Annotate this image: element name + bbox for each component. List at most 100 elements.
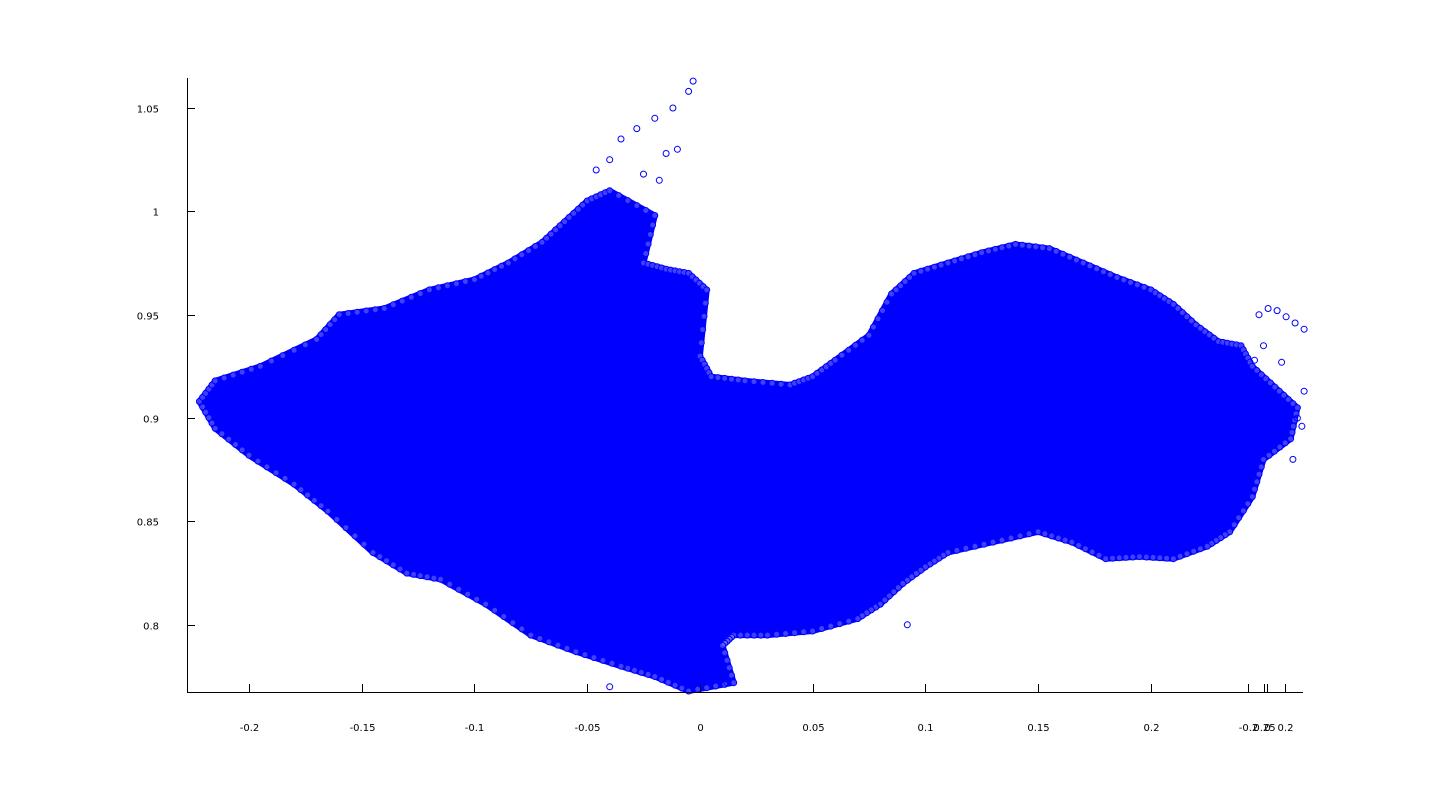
scatter-point: [644, 670, 652, 678]
scatter-point: [1203, 542, 1211, 550]
scatter-point: [1235, 514, 1243, 522]
scatter-point: [565, 214, 573, 221]
scatter-point: [1005, 242, 1013, 250]
scatter-point: [1178, 309, 1186, 317]
scatter-point: [924, 265, 932, 273]
scatter-point: [678, 684, 686, 692]
scatter-point: [831, 356, 839, 364]
scatter-point: [874, 315, 882, 323]
scatter-point: [333, 515, 341, 523]
scatter-point: [326, 321, 334, 329]
scatter-point: [1045, 245, 1053, 253]
x-tick-label: 0: [697, 723, 703, 734]
scatter-point: [1264, 305, 1272, 312]
y-tick-label: 0.95: [137, 312, 159, 323]
scatter-point: [728, 671, 735, 679]
scatter-point: [290, 346, 298, 354]
y-tick-label: 0.9: [143, 415, 159, 426]
scatter-point: [369, 549, 377, 556]
scatter-point: [624, 197, 632, 205]
scatter-point: [1169, 300, 1177, 308]
x-tick-label: -0.1: [465, 723, 485, 734]
scatter-point: [671, 681, 679, 689]
scatter-point: [272, 469, 280, 477]
scatter-point: [903, 621, 911, 629]
scatter-point: [362, 307, 370, 315]
scatter-point: [1007, 534, 1015, 542]
scatter-point: [964, 253, 972, 261]
scatter-point: [883, 298, 891, 306]
scatter-point: [1293, 414, 1301, 422]
scatter-point: [836, 620, 844, 628]
scatter-point: [1169, 555, 1177, 563]
scatter-point: [1136, 553, 1143, 561]
scatter-point: [1257, 371, 1265, 379]
scatter-point: [396, 565, 404, 573]
scatter-point: [1260, 455, 1267, 463]
scatter-point: [461, 278, 469, 286]
scatter-point: [917, 566, 925, 574]
scatter-point: [245, 373, 253, 381]
scatter-point: [845, 617, 853, 625]
scatter-point: [1271, 383, 1279, 391]
scatter-point: [1190, 547, 1198, 555]
scatter-point: [899, 580, 907, 587]
scatter-point: [247, 365, 255, 373]
scatter-point: [398, 297, 406, 305]
scatter-point: [1255, 311, 1263, 319]
scatter-point: [1273, 307, 1281, 315]
scatter-point: [685, 687, 693, 695]
extra-x-tick-label: 0: [1264, 723, 1270, 734]
scatter-point: [876, 600, 884, 608]
scatter-point: [1149, 553, 1157, 561]
scatter-point: [1081, 545, 1089, 553]
scatter-point: [389, 561, 397, 569]
scatter-point: [279, 352, 287, 360]
scatter-point: [664, 678, 672, 686]
scatter-point: [870, 323, 877, 331]
scatter-point: [791, 629, 799, 637]
scatter-point: [642, 250, 650, 257]
scatter-point: [985, 247, 992, 255]
scatter-point: [1251, 485, 1258, 493]
scatter-point: [1251, 356, 1258, 364]
scatter-point: [1088, 548, 1096, 556]
scatter-point: [281, 474, 289, 482]
scatter-point: [1298, 422, 1306, 430]
scatter-point: [1109, 554, 1116, 562]
scatter-point: [953, 546, 961, 554]
scatter-point-cloud: [196, 187, 1301, 694]
scatter-point: [297, 486, 305, 494]
scatter-point: [223, 381, 230, 389]
scatter-point: [322, 326, 330, 334]
scatter-point: [689, 77, 697, 85]
scatter-point: [1187, 317, 1195, 325]
scatter-point: [1289, 400, 1297, 408]
scatter-point: [937, 261, 945, 269]
scatter-point: [208, 419, 216, 427]
scatter-point: [563, 644, 571, 652]
scatter-point: [885, 592, 893, 600]
scatter-point: [344, 310, 352, 317]
scatter-point: [1041, 530, 1049, 538]
scatter-point: [1300, 387, 1308, 395]
scatter-point: [304, 491, 312, 499]
scatter-point: [721, 649, 729, 657]
scatter-point: [734, 376, 742, 384]
scatter-point: [263, 463, 271, 471]
scatter-point: [1270, 447, 1278, 455]
scatter-point: [446, 580, 454, 588]
scatter-point: [211, 377, 219, 385]
scatter-point: [646, 231, 654, 238]
scatter-point: [633, 125, 641, 133]
scatter-point: [757, 631, 765, 639]
scatter-point: [894, 584, 902, 592]
data-layer: [195, 77, 1308, 695]
scatter-point: [342, 524, 350, 532]
scatter-point: [888, 290, 895, 298]
scatter-point: [651, 114, 659, 122]
scatter-point: [1192, 321, 1200, 329]
scatter-point: [845, 346, 853, 354]
scatter-point: [484, 269, 492, 277]
x-tick-label: 0.25: [1253, 723, 1275, 734]
